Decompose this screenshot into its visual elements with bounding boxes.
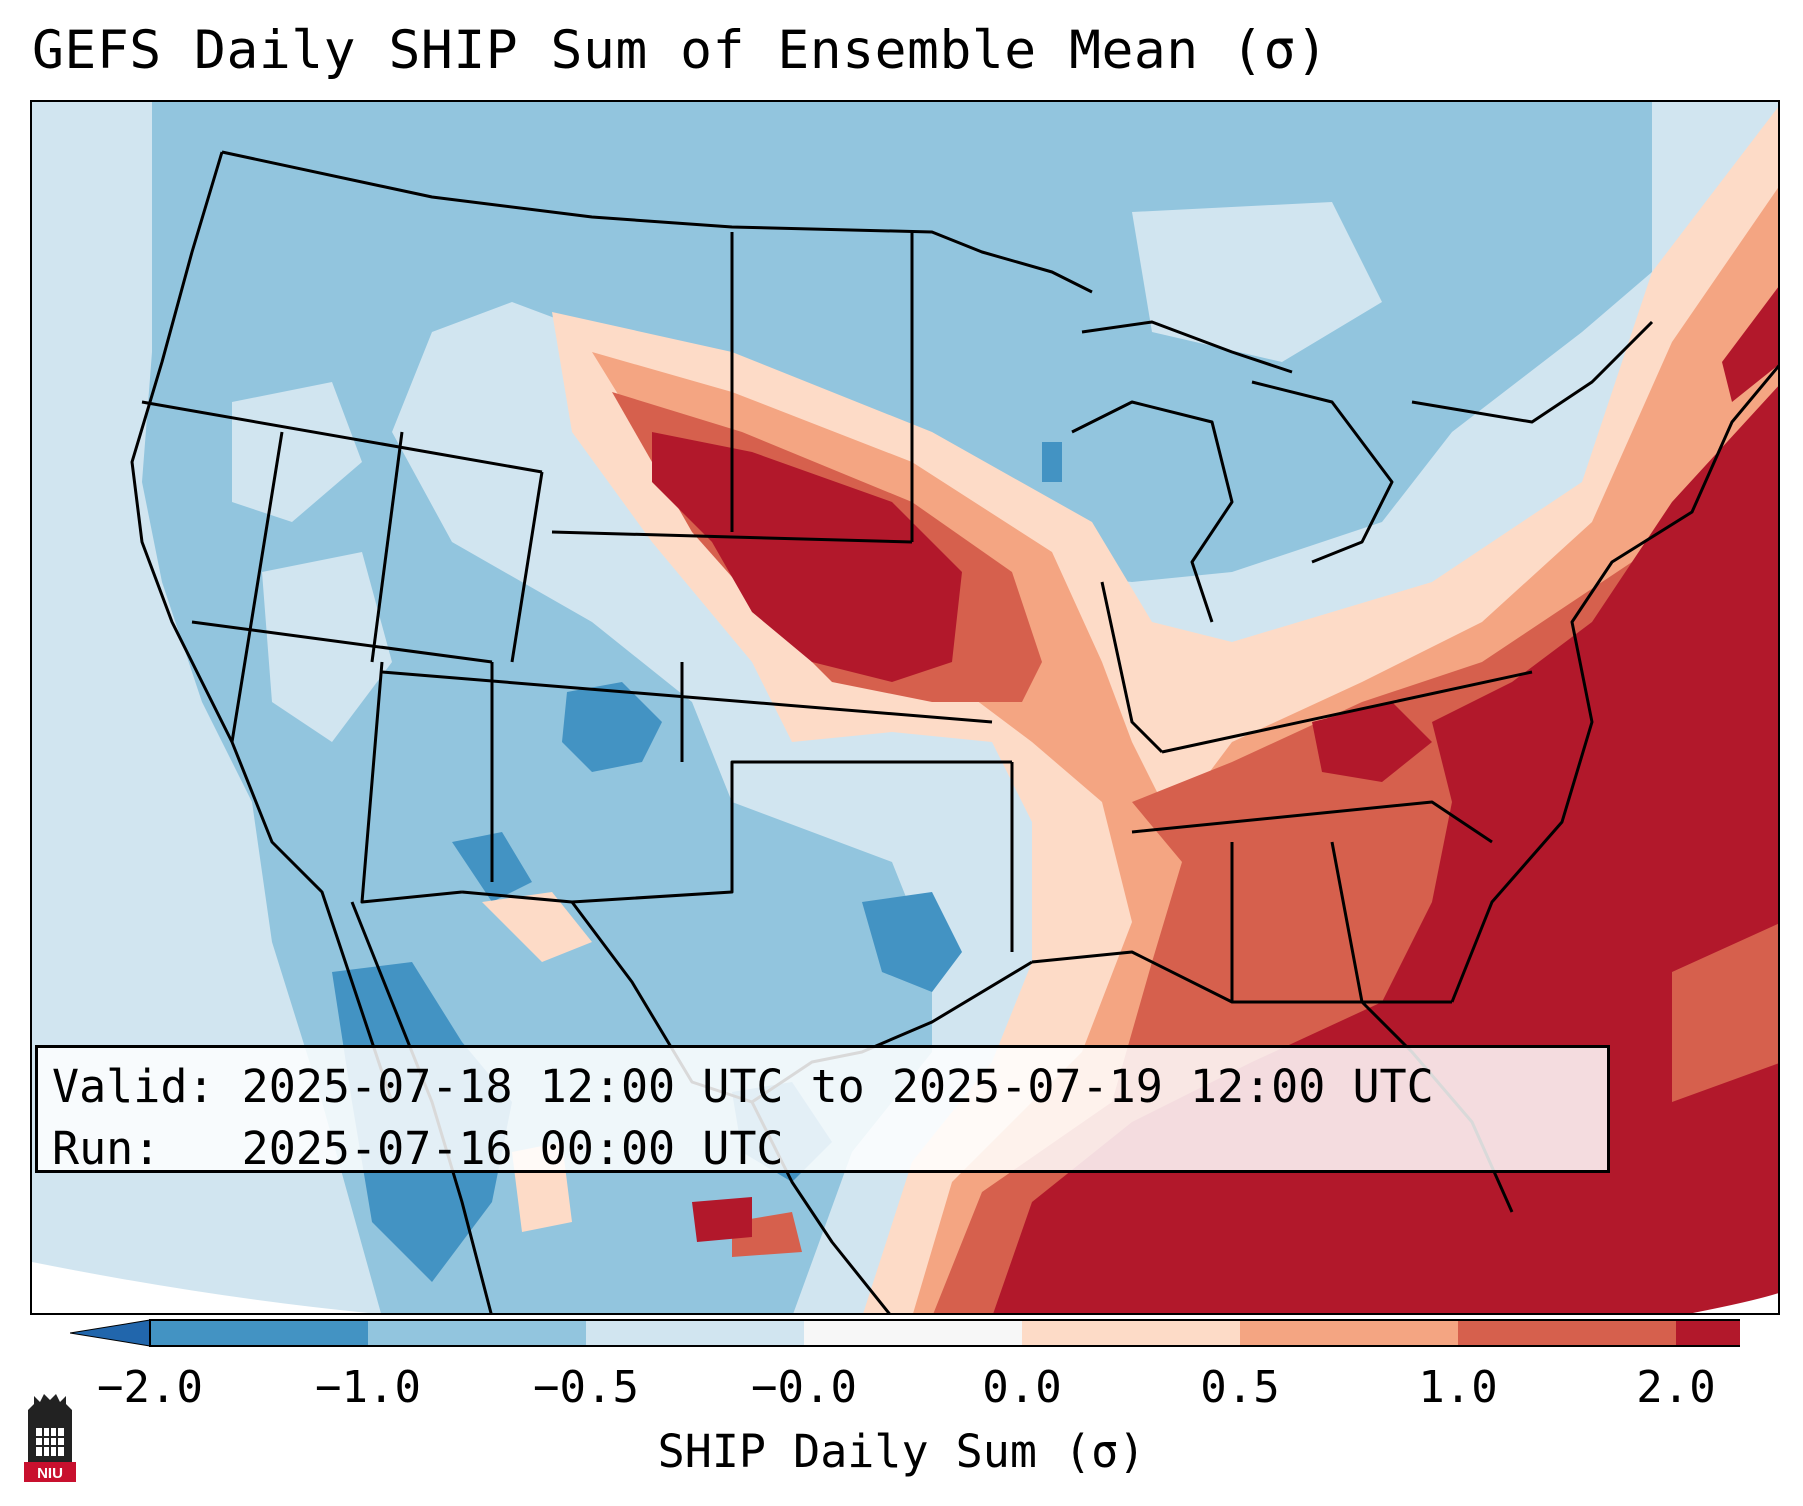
colorbar-tick-label: −0.0 <box>751 1362 857 1413</box>
colorbar-tick-label: 0.0 <box>982 1362 1062 1413</box>
blue-field-regions <box>142 102 1652 1313</box>
colorbar-segment <box>368 1320 586 1346</box>
colorbar-segment <box>150 1320 368 1346</box>
colorbar <box>70 1319 1740 1347</box>
valid-range: 2025-07-18 12:00 UTC to 2025-07-19 12:00… <box>241 1060 1434 1113</box>
colorbar-tick-label: −0.5 <box>533 1362 639 1413</box>
valid-label: Valid: <box>52 1060 215 1113</box>
run-time: 2025-07-16 00:00 UTC <box>241 1122 784 1175</box>
colorbar-segment <box>1676 1320 1740 1346</box>
run-label: Run: <box>52 1122 161 1175</box>
colorbar-segment <box>1022 1320 1240 1346</box>
niu-logo: NIU <box>24 1394 76 1482</box>
colorbar-tick-label: 1.0 <box>1418 1362 1498 1413</box>
colorbar-segment <box>1458 1320 1676 1346</box>
colorbar-segment <box>804 1320 1022 1346</box>
colorbar-outline <box>149 1319 1740 1347</box>
no-data-region <box>32 1262 369 1313</box>
colorbar-tick-label: 2.0 <box>1636 1362 1716 1413</box>
logo-tower-top <box>28 1394 72 1422</box>
colorbar-extend-low <box>70 1319 151 1347</box>
logo-text: NIU <box>37 1465 63 1482</box>
colorbar-tick-label: 0.5 <box>1200 1362 1280 1413</box>
colorbar-tick-label: −1.0 <box>315 1362 421 1413</box>
logo-banner <box>24 1462 76 1482</box>
colorbar-tick-label: −2.0 <box>97 1362 203 1413</box>
colorbar-segment <box>586 1320 804 1346</box>
chart-title: GEFS Daily SHIP Sum of Ensemble Mean (σ) <box>32 20 1329 81</box>
info-box: Valid: 2025-07-18 12:00 UTC to 2025-07-1… <box>35 1045 1610 1175</box>
colorbar-label: SHIP Daily Sum (σ) <box>657 1425 1146 1478</box>
no-data-region-right <box>1692 1293 1778 1313</box>
logo-window-grid <box>36 1428 64 1456</box>
colorbar-segment <box>1240 1320 1458 1346</box>
